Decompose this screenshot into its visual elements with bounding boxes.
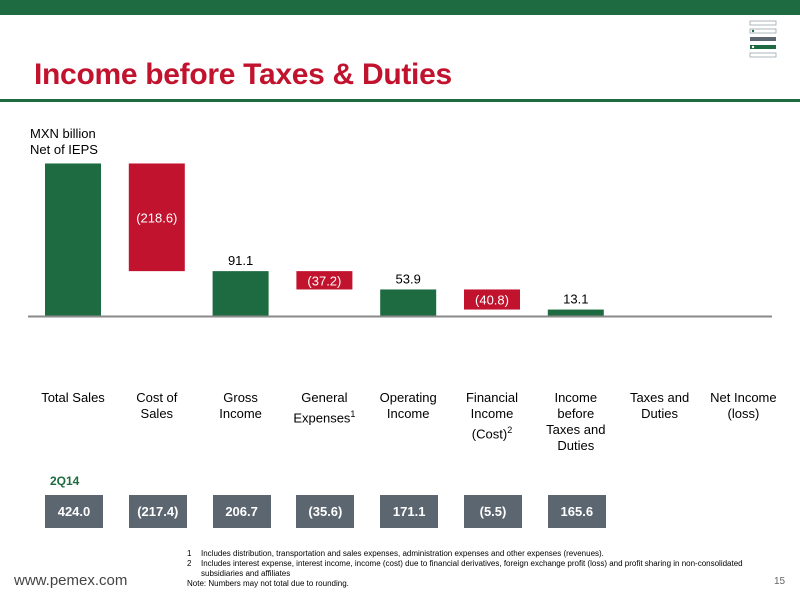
rounding-note: Note: Numbers may not total due to round… xyxy=(187,579,349,588)
footnote-2: 2 Includes interest expense, interest inc… xyxy=(187,559,743,578)
category-label: Operating Income xyxy=(379,390,437,421)
comparison-value-box: 424.0 xyxy=(45,495,103,528)
comparison-value-box: 206.7 xyxy=(212,495,271,528)
category-label: Financial Income (Cost)2 xyxy=(465,390,519,442)
top-brand-band xyxy=(0,0,800,15)
comparison-value-box: (35.6) xyxy=(296,495,355,528)
category-label: Taxes and Duties xyxy=(629,390,690,421)
decrease-bar xyxy=(464,289,520,310)
bar-value-label: 13.1 xyxy=(563,292,588,307)
comparison-value-box: (217.4) xyxy=(128,495,187,528)
bar-value-label: (40.8) xyxy=(475,293,509,308)
comparison-value-box: 165.6 xyxy=(547,495,606,528)
page-number: 15 xyxy=(774,576,786,587)
bar-value-label: (218.6) xyxy=(136,210,177,225)
waterfall-chart: 309.7(218.6)91.1(37.2)53.9(40.8)13.1 xyxy=(28,160,772,318)
category-label: Cost of Sales xyxy=(136,390,178,421)
footer-url[interactable]: www.pemex.com xyxy=(14,572,128,589)
footnote-1: 1 Includes distribution, transportation a… xyxy=(187,549,604,558)
title-divider xyxy=(0,99,800,102)
total-bar xyxy=(212,271,269,316)
category-label: General Expenses1 xyxy=(293,390,356,426)
bar-value-label: 91.1 xyxy=(228,253,253,268)
bar-value-label: (37.2) xyxy=(307,273,341,288)
unit-line-1: MXN billion xyxy=(30,126,96,141)
category-label: Net Income (loss) xyxy=(710,390,777,421)
category-label: Gross Income xyxy=(219,390,262,421)
comparison-value-box: 171.1 xyxy=(380,495,439,528)
decrease-bar xyxy=(296,271,353,290)
comparison-period-label: 2Q14 xyxy=(50,474,80,488)
unit-line-2: Net of IEPS xyxy=(30,142,98,157)
comparison-value-box: (5.5) xyxy=(464,495,522,528)
footnotes: 1 Includes distribution, transportation a… xyxy=(187,549,777,589)
pemex-logo-icon xyxy=(749,20,777,58)
total-bar xyxy=(547,309,604,316)
bar-value-label: 53.9 xyxy=(396,271,421,286)
category-label: Income before Taxes and Duties xyxy=(546,390,606,453)
unit-label: MXN billion Net of IEPS xyxy=(30,126,98,158)
decrease-bar xyxy=(128,163,185,272)
category-label: Total Sales xyxy=(41,390,105,405)
page-title: Income before Taxes & Duties xyxy=(34,58,452,91)
total-bar xyxy=(45,163,101,316)
total-bar xyxy=(380,289,437,316)
